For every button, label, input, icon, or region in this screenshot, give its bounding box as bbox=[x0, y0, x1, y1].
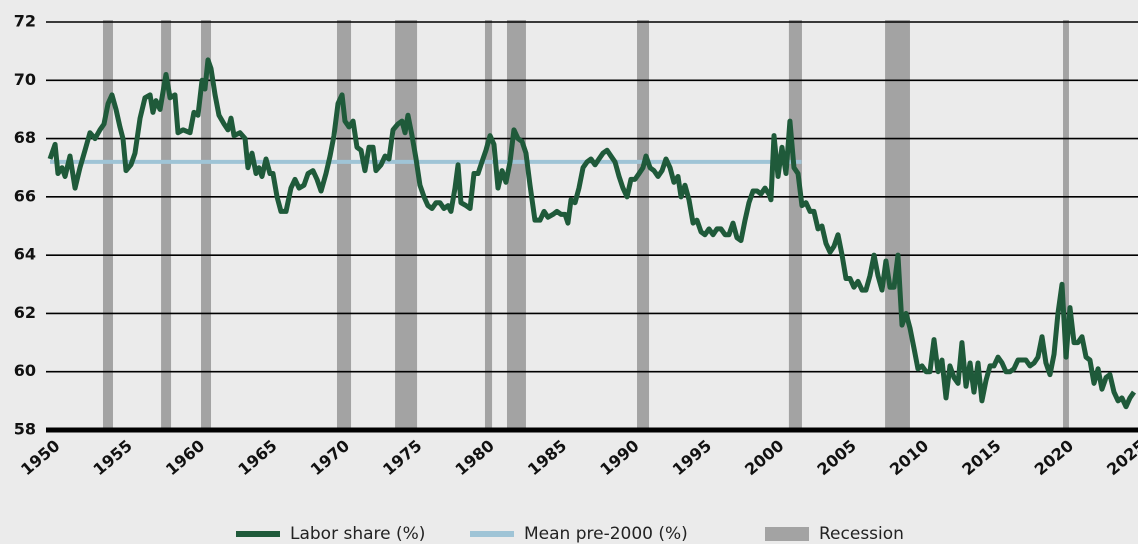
recession-band bbox=[506, 20, 526, 430]
x-tick-label: 1980 bbox=[452, 436, 498, 479]
legend-swatch bbox=[765, 527, 809, 541]
x-tick-label: 2010 bbox=[886, 436, 932, 479]
recession-band bbox=[484, 20, 493, 430]
y-tick-label: 70 bbox=[14, 70, 36, 89]
x-tick-label: 1960 bbox=[162, 436, 208, 479]
x-tick-label: 1990 bbox=[596, 436, 642, 479]
recession-band bbox=[885, 20, 910, 430]
y-tick-label: 64 bbox=[14, 245, 36, 264]
recession-band bbox=[637, 20, 650, 430]
y-tick-label: 68 bbox=[14, 128, 36, 147]
recession-band bbox=[395, 20, 418, 430]
legend-label: Recession bbox=[819, 524, 904, 544]
line-series bbox=[47, 57, 1137, 410]
x-tick-label: 2015 bbox=[958, 436, 1004, 479]
recession-band bbox=[201, 20, 212, 430]
x-tick-label: 1950 bbox=[17, 436, 63, 479]
recession-band bbox=[161, 20, 172, 430]
x-tick-label: 1955 bbox=[90, 436, 136, 479]
recession-band bbox=[1063, 20, 1069, 430]
y-tick-label: 58 bbox=[14, 420, 36, 439]
x-tick-label: 1995 bbox=[669, 436, 715, 479]
x-tick-label: 2020 bbox=[1031, 436, 1077, 479]
recession-band bbox=[336, 20, 352, 430]
y-tick-label: 62 bbox=[14, 303, 36, 322]
x-tick-label: 2005 bbox=[814, 436, 860, 479]
legend-label: Mean pre-2000 (%) bbox=[524, 524, 688, 544]
x-tick-label: 1970 bbox=[307, 436, 353, 479]
recession-band bbox=[102, 20, 113, 430]
recession-band bbox=[788, 20, 802, 430]
x-tick-label: 1965 bbox=[234, 436, 280, 479]
y-tick-label: 60 bbox=[14, 361, 36, 380]
legend-swatch bbox=[470, 531, 514, 537]
y-tick-label: 66 bbox=[14, 186, 36, 205]
y-tick-label: 72 bbox=[14, 12, 36, 31]
legend-label: Labor share (%) bbox=[290, 524, 425, 544]
x-tick-label: 2000 bbox=[741, 436, 787, 479]
x-tick-label: 2025 bbox=[1103, 436, 1138, 479]
x-tick-label: 1975 bbox=[379, 436, 425, 479]
legend-swatch bbox=[236, 531, 280, 537]
x-tick-label: 1985 bbox=[524, 436, 570, 479]
